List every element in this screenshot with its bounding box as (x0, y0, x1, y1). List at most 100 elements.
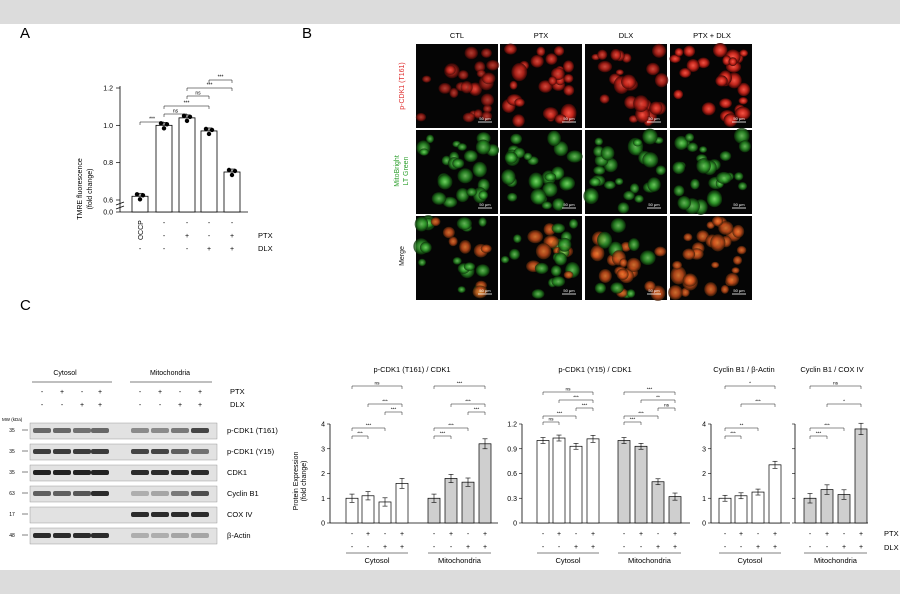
blot-sign-ptx: + (198, 389, 202, 396)
panel-a-axis-break (115, 205, 125, 210)
quant-sign-dlx: - (351, 544, 354, 551)
micrograph-cell (644, 280, 656, 292)
quant-group-label: Mitochondria (814, 556, 858, 565)
micrograph-cell (528, 172, 544, 190)
micrograph-cell (475, 139, 491, 155)
micrograph-cell (542, 107, 559, 120)
quant-sig-label: *** (448, 423, 454, 429)
quant-sign-dlx: + (756, 544, 760, 551)
blot-band (191, 512, 209, 517)
quant-row-label-ptx: PTX (884, 529, 899, 538)
quant-sign-ptx: - (757, 531, 760, 538)
blot-band (91, 491, 109, 496)
quant-sig-bracket (542, 421, 560, 425)
micrograph-cell (621, 74, 637, 90)
quant-sig-bracket (740, 403, 776, 407)
micrograph-cell (610, 282, 624, 294)
blot-mw-marker: 17 (9, 512, 15, 518)
panel-a-datapoint (226, 167, 232, 173)
quant-sig-bracket (467, 411, 486, 415)
micrograph-cell (437, 174, 453, 190)
micrograph-cell (626, 289, 636, 298)
scale-bar-label: 50 μm (479, 288, 491, 293)
quant-sig-bracket (450, 403, 486, 407)
quant-sign-ptx: - (657, 531, 660, 538)
micrograph-row-mitobright-2: LT Green (403, 156, 410, 185)
micrograph-cell (547, 130, 561, 147)
blot-band (53, 428, 71, 433)
blot-sign-dlx: + (98, 402, 102, 409)
micrograph-cell (536, 46, 546, 57)
blot-band (171, 512, 189, 517)
blot-band-label: CDK1 (227, 468, 247, 477)
blot-sign-dlx: + (178, 402, 182, 409)
quant-sig-label: ns (548, 418, 554, 423)
blot-strip (29, 443, 218, 461)
blot-band (33, 470, 51, 475)
panel-a-sig-bracket (186, 87, 233, 91)
micrograph-cell (448, 236, 458, 247)
panel-a-sig-bracket (186, 95, 210, 99)
panel-a-sign: - (139, 233, 142, 240)
micrograph-row-mitobright-1: MitoBright (394, 155, 401, 187)
quant-sig-label: ns (374, 382, 380, 387)
blot-band (131, 449, 149, 454)
quant-sig-label: *** (638, 411, 644, 417)
micrograph-cell (538, 80, 553, 93)
quant-sig-label: ns (833, 382, 839, 387)
micrograph-cell (642, 128, 658, 145)
chart-title-cyclin-cox: Cyclin B1 / COX IV (800, 365, 863, 374)
micrograph-cell (583, 187, 599, 205)
quant-sign-dlx: + (591, 544, 595, 551)
blot-mw-label: MW (kDa) (2, 417, 23, 422)
scale-bar-label: 50 μm (648, 116, 660, 121)
micrograph-cell (639, 250, 656, 266)
micrograph-cell (534, 262, 549, 274)
micrograph-cell (711, 216, 724, 227)
blot-sign-ptx: - (41, 389, 44, 396)
figure: A B C TMRE fluorescence (fold change) 0.… (0, 24, 900, 570)
micrograph-cell (478, 190, 489, 200)
micrograph-cell (615, 69, 624, 76)
micrograph-r3-c2: 50 μm (500, 216, 582, 300)
micrograph-cell (597, 60, 613, 73)
quant-sig-bracket (623, 421, 642, 425)
panel-a-datapoint (134, 192, 140, 197)
quant-sign-dlx: + (400, 544, 404, 551)
blot-band-label: β-Actin (227, 531, 251, 540)
quant-sign-dlx: + (383, 544, 387, 551)
scale-bar-label: 50 μm (648, 288, 660, 293)
quant-group-label: Cytosol (364, 556, 389, 565)
micrograph-cell (501, 169, 516, 185)
micrograph-cell (554, 114, 567, 124)
blot-band (191, 449, 209, 454)
panel-a-datapoint (161, 126, 167, 131)
blot-strip (29, 422, 218, 440)
quant-sign-dlx: + (466, 544, 470, 551)
blot-sign-ptx: - (139, 389, 142, 396)
quant-sign-ptx: - (542, 531, 545, 538)
quant-sign-dlx: + (574, 544, 578, 551)
micrograph-cell (544, 172, 557, 182)
micrograph-cell (566, 150, 583, 163)
micrograph-cell (699, 146, 708, 153)
panel-a-ytick-label: 0.0 (103, 210, 113, 217)
quant-ytick-label: 2 (702, 471, 706, 478)
micrograph-cell (459, 240, 472, 254)
micrograph-cell (511, 62, 528, 82)
chart-title-y15: p-CDK1 (Y15) / CDK1 (558, 365, 631, 374)
micrograph-cell (554, 252, 567, 266)
quant-group-label: Mitochondria (628, 556, 672, 565)
blot-band (33, 491, 51, 496)
micrograph-col-ctl: CTL (450, 31, 464, 40)
scale-bar-label: 50 μm (563, 202, 575, 207)
micrograph-cell (737, 182, 748, 191)
micrograph-cell (594, 282, 607, 294)
panel-a-bar (155, 124, 173, 213)
micrograph-cell (682, 248, 696, 260)
micrograph-cell (456, 217, 472, 230)
blot-sign-dlx: + (80, 402, 84, 409)
blot-band (33, 533, 51, 538)
micrograph-cell (551, 276, 566, 287)
